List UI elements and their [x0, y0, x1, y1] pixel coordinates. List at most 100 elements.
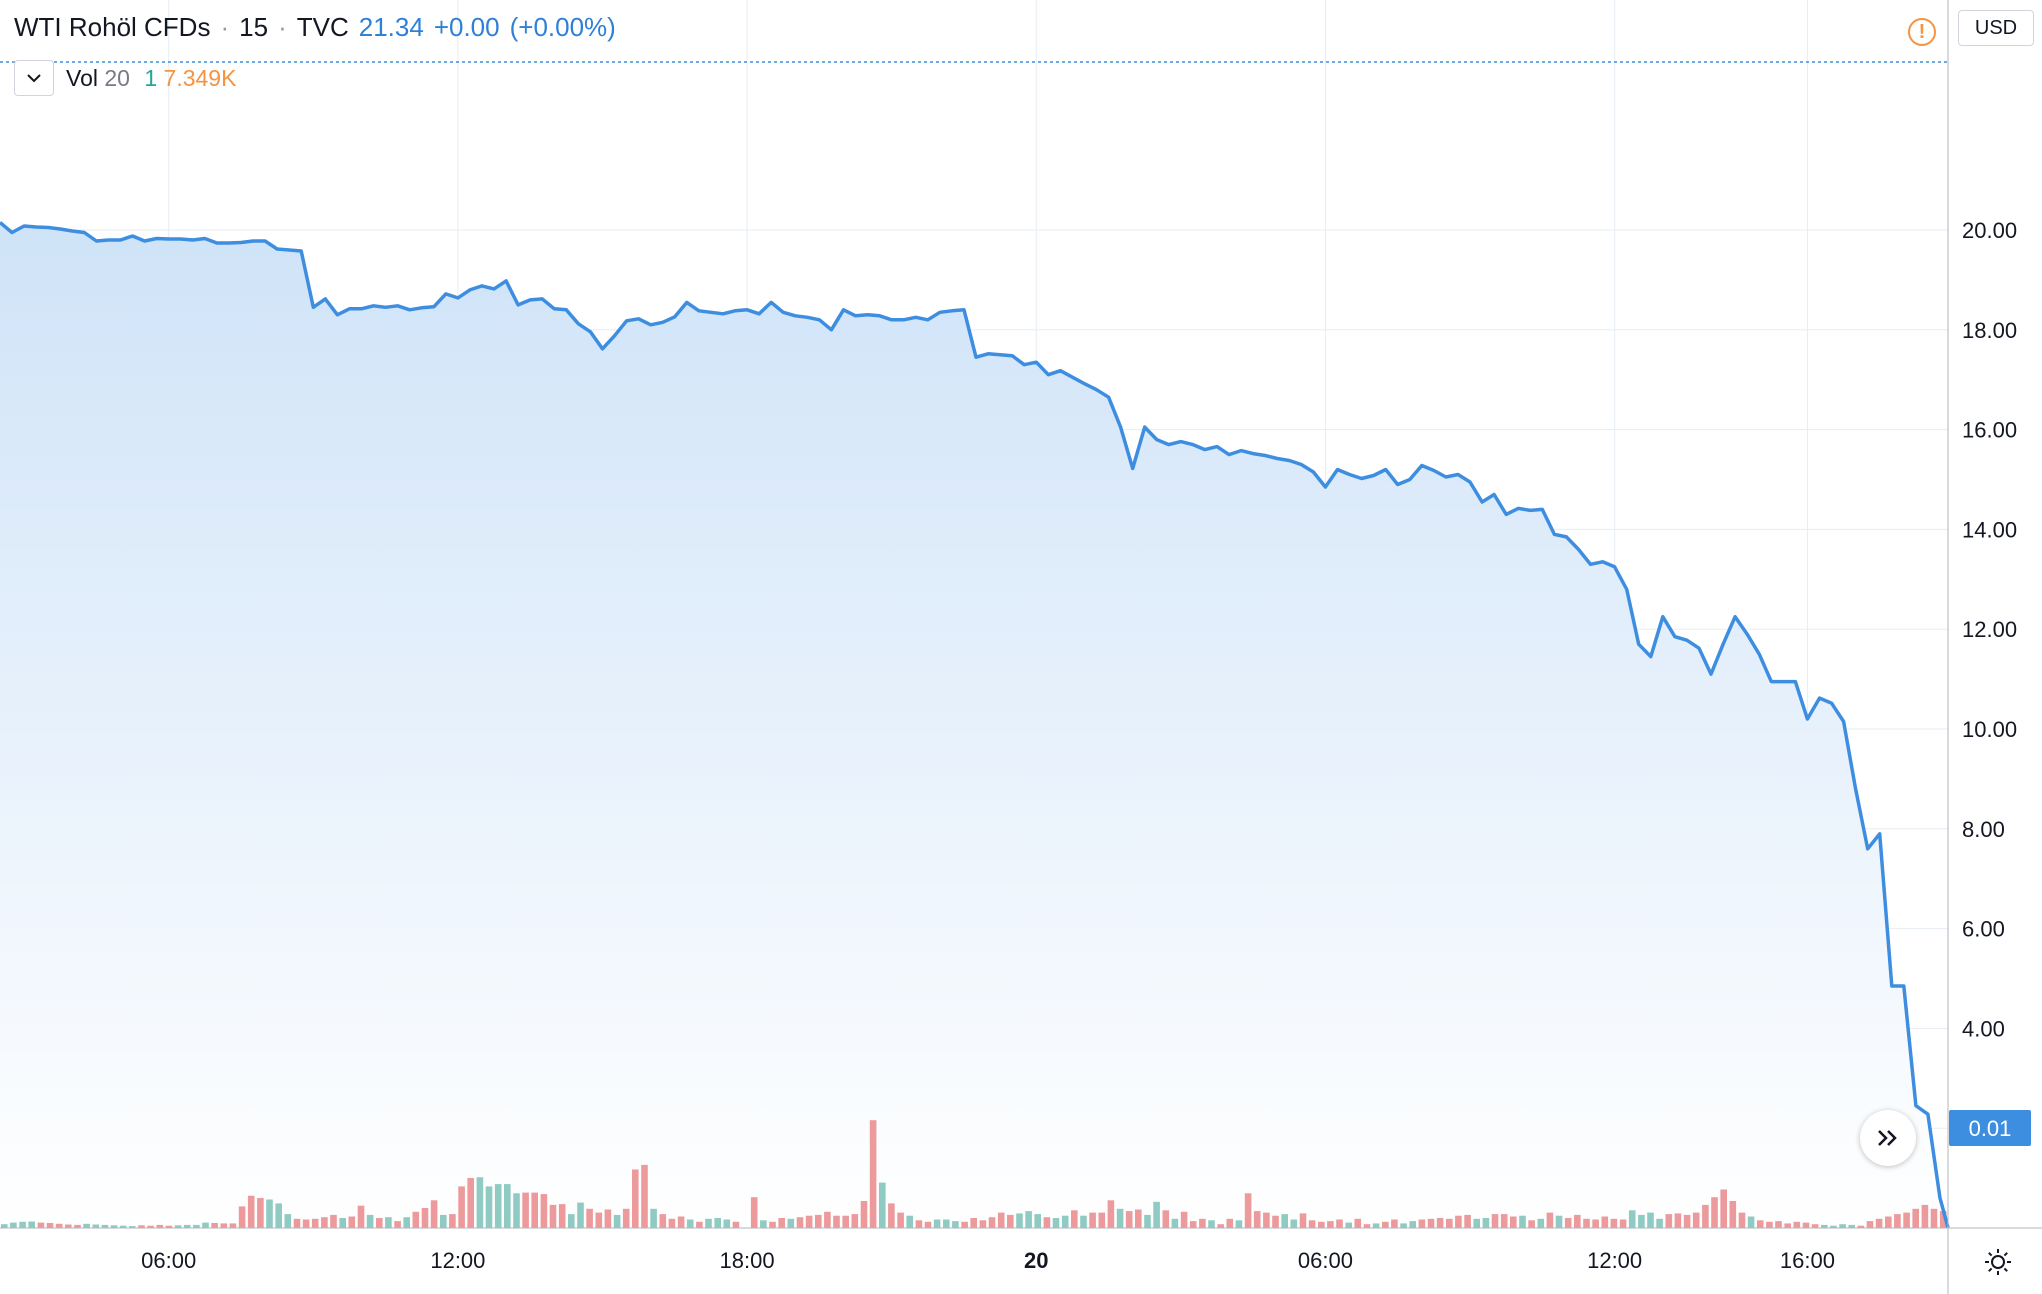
chart-settings-button[interactable]	[1978, 1242, 2018, 1282]
time-axis[interactable]: 06:00 12:00 18:00 20 06:00 12:00 16:00	[141, 1248, 1835, 1273]
volume-bar	[778, 1218, 785, 1228]
volume-bar	[1446, 1218, 1453, 1228]
symbol-legend: WTI Rohöl CFDs · 15 · TVC 21.34 +0.00 (+…	[14, 12, 616, 43]
volume-bar	[540, 1194, 548, 1228]
volume-bar	[1857, 1225, 1865, 1228]
volume-bar	[494, 1184, 502, 1228]
volume-bar	[833, 1215, 840, 1228]
volume-indicator-name[interactable]: Vol	[66, 64, 98, 91]
volume-bar	[787, 1218, 795, 1228]
volume-bar	[183, 1224, 191, 1228]
volume-bar	[988, 1217, 996, 1228]
volume-bar	[1802, 1222, 1810, 1228]
volume-bar	[147, 1225, 154, 1228]
symbol-name[interactable]: WTI Rohöl CFDs	[14, 12, 211, 42]
volume-bar	[622, 1208, 630, 1229]
scroll-to-realtime-button[interactable]	[1860, 1110, 1916, 1166]
volume-bar	[1217, 1224, 1224, 1229]
volume-bar	[74, 1224, 81, 1228]
exchange: TVC	[296, 12, 349, 42]
volume-bar	[1610, 1218, 1618, 1228]
volume-bar	[1336, 1219, 1343, 1228]
volume-bar	[1756, 1220, 1764, 1228]
price-tick-label: 8.00	[1962, 817, 2005, 842]
volume-bar	[1885, 1216, 1892, 1228]
volume-bar	[1162, 1210, 1170, 1228]
volume-bar	[1299, 1213, 1307, 1228]
volume-bar	[586, 1208, 593, 1229]
price-tick-label: 14.00	[1962, 517, 2017, 542]
volume-bar	[1427, 1218, 1435, 1228]
volume-bar	[1766, 1221, 1773, 1228]
volume-bar	[1628, 1210, 1636, 1228]
volume-bar	[1061, 1215, 1069, 1228]
volume-bar	[668, 1218, 676, 1228]
volume-bar	[1601, 1216, 1609, 1228]
volume-bar	[220, 1223, 228, 1228]
volume-bar	[1894, 1214, 1901, 1228]
volume-bar	[577, 1202, 584, 1228]
volume-bar	[760, 1220, 767, 1228]
volume-bar	[531, 1192, 538, 1228]
volume-bar	[796, 1217, 804, 1228]
volume-bar	[1619, 1219, 1627, 1228]
volume-bar	[1775, 1221, 1782, 1228]
volume-bar	[1034, 1214, 1041, 1228]
currency-label[interactable]: USD	[1958, 10, 2034, 46]
volume-bar	[1921, 1204, 1929, 1228]
volume-bar	[1839, 1224, 1846, 1229]
volume-bar	[348, 1216, 356, 1228]
volume-bar	[1272, 1215, 1279, 1228]
volume-bar	[1208, 1220, 1215, 1228]
volume-bar	[83, 1223, 90, 1228]
time-tick-label: 06:00	[141, 1248, 196, 1273]
volume-bar	[1025, 1211, 1032, 1228]
volume-bar	[952, 1221, 959, 1228]
volume-bar	[933, 1219, 941, 1228]
volume-bar	[129, 1226, 136, 1228]
volume-bar	[92, 1224, 100, 1228]
volume-bar	[1903, 1212, 1910, 1228]
volume-bar	[257, 1198, 264, 1228]
volume-bar	[568, 1214, 575, 1228]
volume-bar	[421, 1208, 429, 1228]
volume-bar	[1382, 1221, 1389, 1228]
volume-bar	[851, 1214, 859, 1228]
volume-bar	[28, 1221, 35, 1228]
volume-bar	[156, 1224, 164, 1228]
price-change: +0.00	[433, 12, 500, 42]
time-tick-label: 20	[1024, 1248, 1048, 1273]
time-tick-label: 06:00	[1298, 1248, 1353, 1273]
volume-bar	[1546, 1212, 1554, 1228]
separator-dot: ·	[220, 12, 230, 42]
volume-bar	[595, 1212, 603, 1228]
volume-bar	[522, 1192, 529, 1228]
volume-bar	[458, 1186, 465, 1228]
volume-bar	[1052, 1218, 1060, 1228]
volume-bar	[915, 1220, 923, 1228]
time-tick-label: 12:00	[1587, 1248, 1642, 1273]
volume-bar	[110, 1225, 118, 1228]
volume-bar	[1711, 1197, 1718, 1228]
volume-bar	[1290, 1219, 1298, 1228]
volume-bar	[805, 1215, 813, 1228]
volume-bar	[1226, 1218, 1234, 1228]
volume-bar	[1263, 1212, 1270, 1228]
collapse-legend-button[interactable]	[14, 60, 54, 96]
volume-bar	[632, 1169, 639, 1228]
volume-bar	[869, 1120, 877, 1228]
interval[interactable]: 15	[239, 12, 269, 42]
price-axis[interactable]: 20.00 18.00 16.00 14.00 12.00 10.00 8.00 6.00 4.…	[1962, 218, 2017, 1141]
price-tick-label: 20.00	[1962, 218, 2017, 243]
volume-bar	[1189, 1221, 1197, 1228]
volume-bar	[1354, 1218, 1362, 1228]
volume-bar	[412, 1211, 420, 1228]
volume-indicator-length: 20	[104, 64, 130, 91]
warning-icon[interactable]: !	[1908, 18, 1936, 46]
volume-bar	[1747, 1216, 1755, 1228]
volume-indicator-value: 7.349K	[163, 64, 237, 91]
volume-bar	[247, 1195, 255, 1228]
volume-bar	[174, 1225, 182, 1228]
price-line	[0, 221, 1950, 1228]
